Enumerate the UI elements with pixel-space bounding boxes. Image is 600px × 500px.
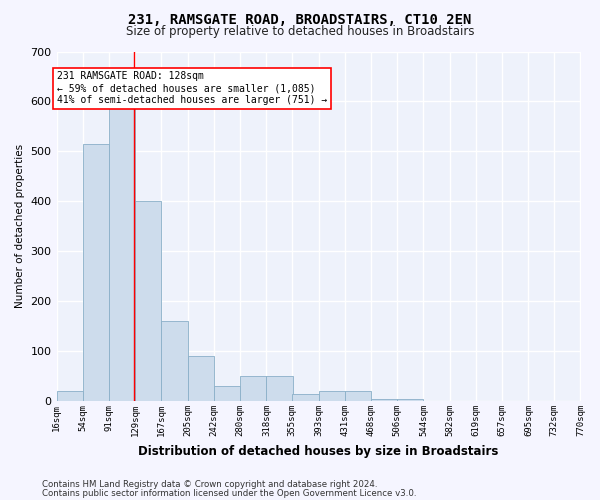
Bar	[161, 321, 188, 401]
X-axis label: Distribution of detached houses by size in Broadstairs: Distribution of detached houses by size …	[139, 444, 499, 458]
Y-axis label: Number of detached properties: Number of detached properties	[15, 144, 25, 308]
Text: Contains public sector information licensed under the Open Government Licence v3: Contains public sector information licen…	[42, 488, 416, 498]
Bar	[240, 376, 266, 401]
Bar	[214, 386, 240, 401]
Bar	[292, 394, 319, 401]
Text: 231 RAMSGATE ROAD: 128sqm
← 59% of detached houses are smaller (1,085)
41% of se: 231 RAMSGATE ROAD: 128sqm ← 59% of detac…	[57, 72, 328, 104]
Bar	[371, 398, 397, 401]
Bar	[56, 391, 83, 401]
Bar	[397, 398, 424, 401]
Bar	[345, 391, 371, 401]
Bar	[83, 144, 109, 401]
Text: Size of property relative to detached houses in Broadstairs: Size of property relative to detached ho…	[126, 25, 474, 38]
Text: 231, RAMSGATE ROAD, BROADSTAIRS, CT10 2EN: 231, RAMSGATE ROAD, BROADSTAIRS, CT10 2E…	[128, 12, 472, 26]
Bar	[319, 391, 345, 401]
Bar	[188, 356, 214, 401]
Bar	[266, 376, 293, 401]
Text: Contains HM Land Registry data © Crown copyright and database right 2024.: Contains HM Land Registry data © Crown c…	[42, 480, 377, 489]
Bar	[135, 202, 161, 401]
Bar	[109, 82, 135, 401]
